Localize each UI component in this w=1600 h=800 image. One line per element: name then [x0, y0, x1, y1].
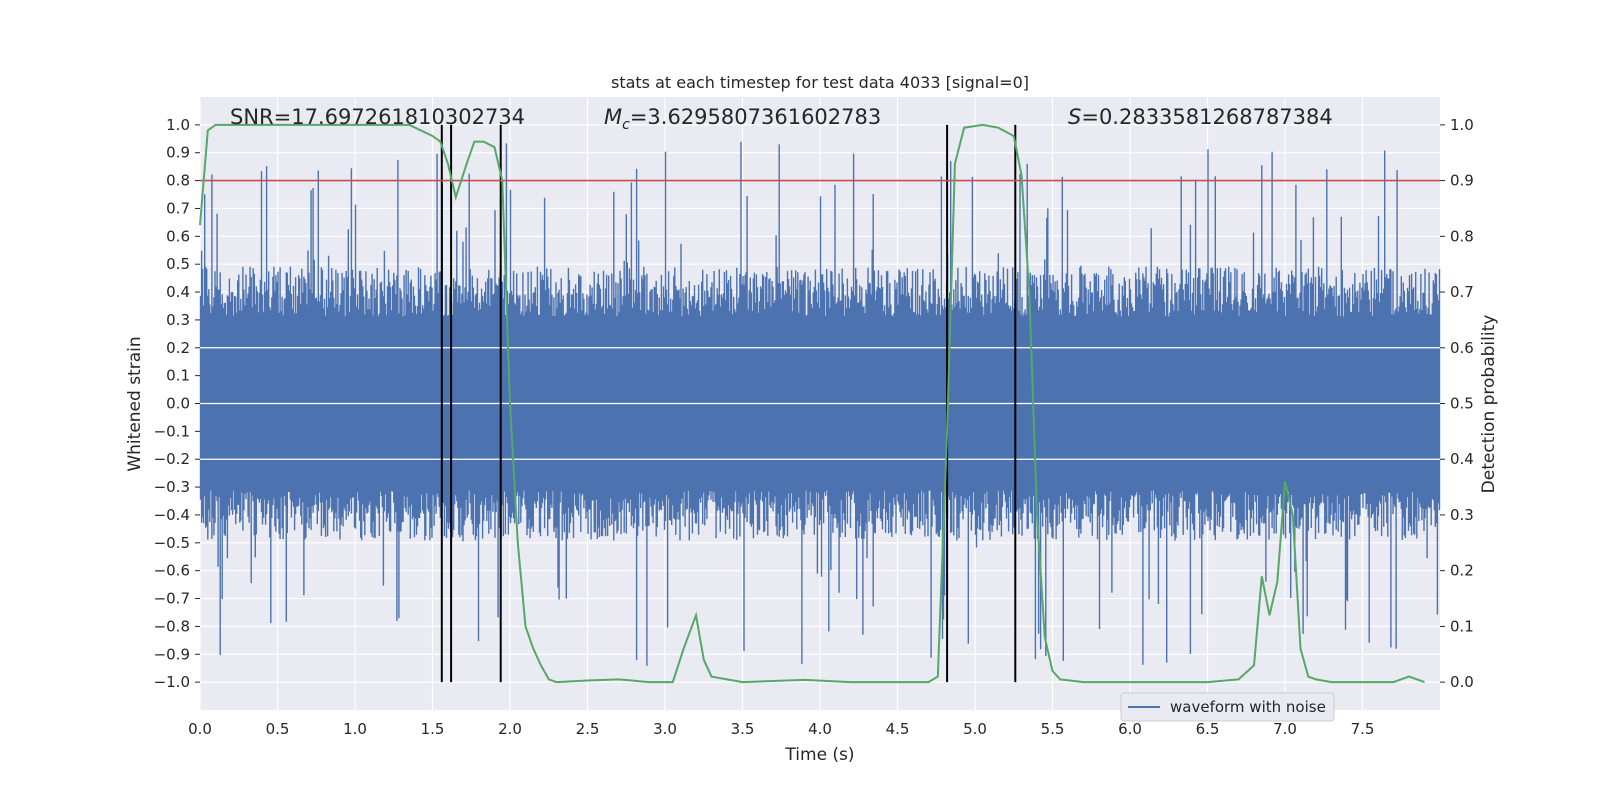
x-tick-label: 1.0: [343, 720, 367, 738]
x-tick-label: 1.5: [421, 720, 445, 738]
x-tick-label: 0.5: [266, 720, 290, 738]
y2-tick-label: 0.8: [1450, 227, 1474, 245]
y-tick-label: 0.4: [166, 283, 190, 301]
snr-annotation: SNR=17.697261810302734: [230, 105, 525, 129]
y-tick-label: −0.7: [154, 590, 190, 608]
y-tick-label: −0.4: [154, 506, 190, 524]
y2-tick-label: 0.2: [1450, 562, 1474, 580]
x-tick-label: 5.5: [1041, 720, 1065, 738]
y2-tick-label: 0.1: [1450, 617, 1474, 635]
y-tick-label: −1.0: [154, 673, 190, 691]
y-tick-label: −0.3: [154, 478, 190, 496]
x-tick-label: 7.5: [1351, 720, 1375, 738]
y-tick-label: −0.2: [154, 450, 190, 468]
y2-tick-label: 0.6: [1450, 339, 1474, 357]
y-tick-label: 0.2: [166, 339, 190, 357]
x-tick-label: 5.0: [963, 720, 987, 738]
probability-series: [199, 123, 1425, 684]
s-symbol: S: [1068, 105, 1081, 129]
y2-tick-label: 0.7: [1450, 283, 1474, 301]
y-tick-label: 0.9: [166, 144, 190, 162]
y-tick-label: −0.5: [154, 534, 190, 552]
y-tick-label: 0.1: [166, 367, 190, 385]
x-tick-label: 6.5: [1196, 720, 1220, 738]
s-annotation: S=0.2833581268787384: [1068, 105, 1333, 129]
probability-line: [199, 123, 1425, 684]
chirp-mass-subscript: c: [622, 117, 630, 133]
y-tick-label: 0.6: [166, 227, 190, 245]
y-tick-label: −0.9: [154, 645, 190, 663]
y-tick-label: −0.6: [154, 562, 190, 580]
x-tick-label: 2.5: [576, 720, 600, 738]
x-tick-label: 4.5: [886, 720, 910, 738]
y2-tick-label: 0.9: [1450, 172, 1474, 190]
x-tick-label: 2.0: [498, 720, 522, 738]
y-tick-label: −0.1: [154, 422, 190, 440]
y2-tick-label: 0.3: [1450, 506, 1474, 524]
legend: waveform with noise: [1120, 692, 1335, 722]
y2-tick-label: 0.0: [1450, 673, 1474, 691]
chart-title: stats at each timestep for test data 403…: [611, 73, 1029, 92]
x-axis-label: Time (s): [784, 745, 854, 765]
y2-tick-label: 0.4: [1450, 450, 1474, 468]
y2-axis-label: Detection probability: [1479, 315, 1499, 494]
y-tick-label: 1.0: [166, 116, 190, 134]
y-axis-label: Whitened strain: [125, 336, 145, 471]
x-tick-label: 3.5: [731, 720, 755, 738]
x-tick-label: 7.0: [1273, 720, 1297, 738]
x-tick-label: 0.0: [188, 720, 212, 738]
y-tick-label: 0.3: [166, 311, 190, 329]
x-tick-label: 4.0: [808, 720, 832, 738]
waveform-series: [199, 141, 1441, 666]
y-tick-label: −0.8: [154, 617, 190, 635]
chirp-mass-symbol: M: [604, 105, 622, 129]
x-tick-label: 6.0: [1118, 720, 1142, 738]
s-value: =0.2833581268787384: [1081, 105, 1332, 129]
tick-layer: 0.0 0.5 1.0 1.5 2.0 2.5 3.0 3.5 4.0 4.5 5.0 5.5 6.0 6…: [154, 116, 1474, 738]
chirp-mass-value: =3.6295807361602783: [630, 105, 881, 129]
x-tick-label: 3.0: [653, 720, 677, 738]
legend-box: [1120, 692, 1335, 722]
y-tick-label: 0.7: [166, 199, 190, 217]
y-tick-label: 0.5: [166, 255, 190, 273]
y-tick-label: 0.0: [166, 395, 190, 413]
chirp-mass-annotation: Mc=3.6295807361602783: [604, 105, 881, 133]
y2-tick-label: 0.5: [1450, 395, 1474, 413]
y-tick-label: 0.8: [166, 172, 190, 190]
y2-tick-label: 1.0: [1450, 116, 1474, 134]
legend-label: waveform with noise: [1170, 698, 1326, 716]
